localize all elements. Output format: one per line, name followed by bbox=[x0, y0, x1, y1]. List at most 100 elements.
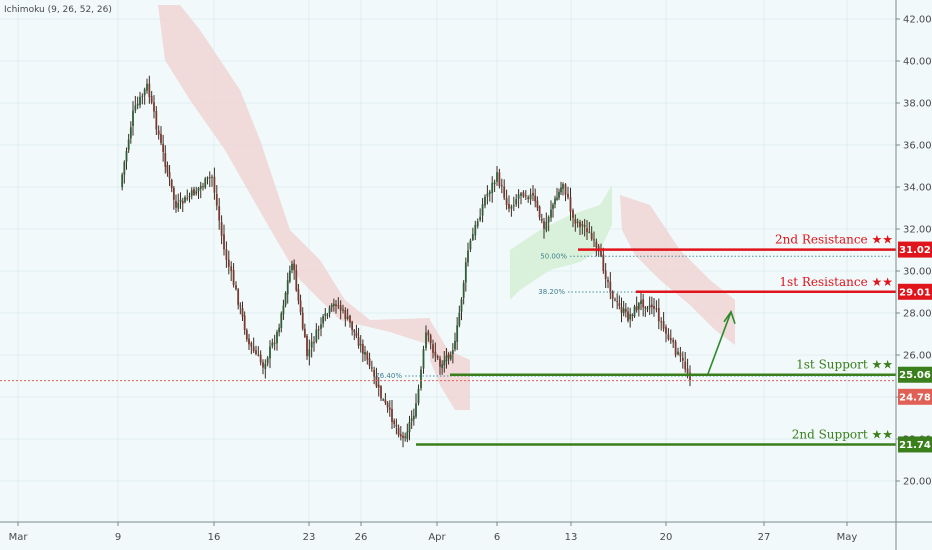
candle-body bbox=[368, 358, 371, 366]
candle-body bbox=[462, 283, 465, 298]
support-badge: 25.06 bbox=[899, 370, 931, 381]
candle-body bbox=[635, 305, 638, 311]
candle-body bbox=[620, 306, 623, 313]
candle-body bbox=[215, 194, 218, 206]
support-badge-bg bbox=[898, 436, 932, 453]
y-tick-label: 20.00 bbox=[903, 477, 932, 488]
candle-body bbox=[558, 191, 560, 198]
candle-body bbox=[303, 328, 306, 338]
candle-body bbox=[286, 280, 289, 295]
candle-body bbox=[479, 216, 482, 221]
candle-body bbox=[529, 194, 532, 200]
candle-body bbox=[175, 200, 177, 208]
candle-body bbox=[355, 332, 358, 337]
support-label: 2nd Support ★★ bbox=[792, 427, 893, 441]
candle-body bbox=[590, 233, 593, 240]
x-tick-label: 6 bbox=[494, 532, 500, 543]
x-tick-label: 9 bbox=[115, 532, 121, 543]
candle-body bbox=[614, 299, 616, 301]
candle-body bbox=[335, 304, 337, 307]
candle-body bbox=[342, 309, 344, 311]
candle-body bbox=[306, 335, 308, 357]
candle-body bbox=[288, 270, 291, 282]
candle-body bbox=[429, 335, 432, 343]
candle-body bbox=[375, 376, 378, 387]
candle-body bbox=[172, 187, 175, 200]
candle-body bbox=[538, 206, 541, 218]
candle-body bbox=[491, 182, 494, 194]
arrow-shaft bbox=[707, 311, 732, 375]
resistance-label: 2nd Resistance ★★ bbox=[775, 233, 893, 247]
x-tick-label: 26 bbox=[355, 532, 368, 543]
candle-body bbox=[276, 331, 278, 344]
candle-body bbox=[581, 224, 584, 226]
candle-body bbox=[648, 305, 651, 308]
candle-body bbox=[532, 192, 534, 196]
candle-body bbox=[550, 209, 552, 218]
candle-body bbox=[206, 177, 209, 179]
candle-body bbox=[481, 204, 484, 216]
candle-body bbox=[469, 240, 472, 250]
candle-body bbox=[320, 324, 322, 329]
candle-body bbox=[324, 313, 327, 316]
candle-body bbox=[464, 262, 467, 283]
candle-body bbox=[310, 341, 313, 348]
candle-body bbox=[576, 221, 579, 223]
candle-body bbox=[417, 388, 420, 404]
candle-body bbox=[439, 358, 441, 367]
candle-body bbox=[515, 199, 518, 205]
candle-body bbox=[280, 313, 283, 328]
candle-body bbox=[618, 303, 621, 307]
candle-body bbox=[328, 307, 331, 314]
current-price-badge: 24.78 bbox=[899, 392, 931, 403]
y-tick-label: 42.00 bbox=[903, 15, 932, 26]
candle-body bbox=[237, 289, 240, 305]
candle-body bbox=[402, 435, 404, 438]
candle-body bbox=[633, 306, 636, 317]
candle-body bbox=[259, 354, 262, 363]
candle-body bbox=[602, 254, 605, 271]
candle-body bbox=[422, 349, 425, 369]
support-label: 1st Support ★★ bbox=[796, 358, 893, 372]
candle-body bbox=[177, 202, 180, 209]
candle-body bbox=[588, 231, 591, 233]
candle-body bbox=[627, 311, 629, 321]
candle-body bbox=[488, 191, 491, 194]
candle-body bbox=[357, 337, 360, 346]
candle-body bbox=[170, 179, 173, 188]
candle-body bbox=[184, 197, 186, 203]
candle-body bbox=[622, 308, 625, 314]
candle-body bbox=[391, 408, 393, 423]
x-tick-label: 13 bbox=[565, 532, 578, 543]
candle-body bbox=[631, 314, 634, 316]
candle-body bbox=[412, 415, 415, 420]
candle-body bbox=[132, 110, 134, 126]
candle-body bbox=[607, 279, 609, 282]
y-tick-label: 30.00 bbox=[903, 267, 932, 278]
x-tick-label: Apr bbox=[428, 532, 446, 543]
resistance-badge: 31.02 bbox=[899, 245, 931, 256]
y-tick-label: 40.00 bbox=[903, 57, 932, 68]
candle-body bbox=[600, 250, 602, 257]
candle-body bbox=[408, 421, 411, 433]
y-tick-label: 38.00 bbox=[903, 99, 932, 110]
resistance-badge: 29.01 bbox=[899, 287, 931, 298]
candle-body bbox=[579, 221, 581, 228]
candle-body bbox=[134, 105, 137, 111]
candle-body bbox=[393, 420, 396, 425]
candle-body bbox=[503, 186, 506, 198]
candle-body bbox=[583, 225, 586, 228]
candle-body bbox=[672, 339, 675, 343]
candle-body bbox=[449, 354, 452, 360]
candle-body bbox=[399, 434, 402, 437]
candle-body bbox=[241, 307, 244, 317]
candle-body bbox=[527, 197, 530, 200]
candle-body bbox=[611, 291, 614, 299]
candle-body bbox=[660, 321, 663, 323]
candle-body bbox=[569, 197, 572, 212]
candle-body bbox=[382, 399, 385, 401]
x-tick-label: 20 bbox=[660, 532, 673, 543]
candle-body bbox=[266, 357, 269, 364]
resistance-badge-bg bbox=[898, 283, 932, 300]
